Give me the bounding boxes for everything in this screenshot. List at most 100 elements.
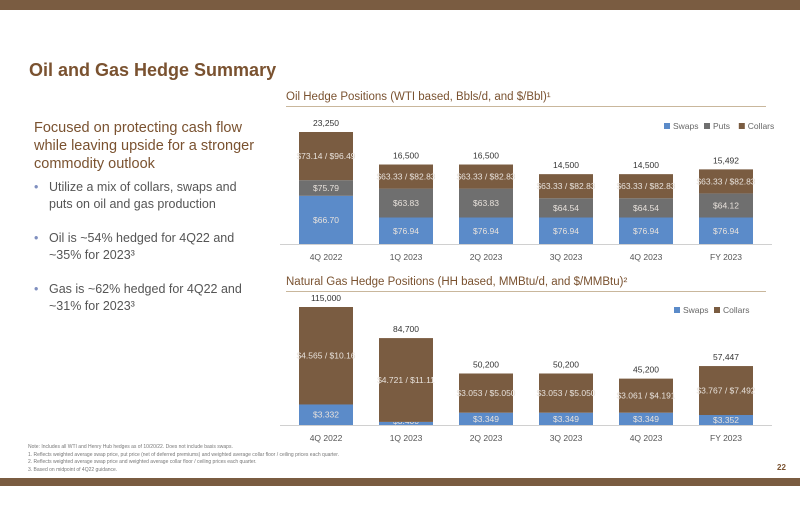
bullet-item: • Utilize a mix of collars, swaps and put… bbox=[34, 179, 259, 213]
footnotes: Note: Includes all WTI and Henry Hub hed… bbox=[28, 444, 339, 474]
gas-bar-collars bbox=[459, 373, 513, 413]
gas-bar-swaps bbox=[619, 412, 673, 425]
gas-bar-swaps bbox=[299, 404, 353, 425]
oil-bar-swaps bbox=[619, 217, 673, 244]
oil-data-label: $73.14 / $96.49 bbox=[296, 151, 355, 161]
gas-data-label: $4.565 / $10.16 bbox=[296, 351, 355, 361]
oil-bar-collars bbox=[299, 132, 353, 181]
oil-bar-collars bbox=[379, 164, 433, 189]
gas-bar-collars bbox=[619, 378, 673, 413]
oil-data-label: $76.94 bbox=[713, 226, 739, 236]
gas-data-label: $3.053 / $5.050 bbox=[536, 388, 595, 398]
gas-bar-swaps bbox=[699, 414, 753, 425]
bullet-text: Oil is ~54% hedged for 4Q22 and ~35% for… bbox=[49, 231, 235, 262]
gas-bar-collars bbox=[299, 307, 353, 405]
bullet-text: Utilize a mix of collars, swaps and puts… bbox=[49, 180, 237, 211]
top-accent-bar bbox=[0, 0, 800, 10]
gas-bar-swaps bbox=[539, 412, 593, 425]
gas-data-label: $3.332 bbox=[313, 410, 339, 420]
oil-bar-puts bbox=[619, 198, 673, 218]
gas-total-label: 57,447 bbox=[713, 352, 739, 362]
gas-x-tick-label: FY 2023 bbox=[710, 433, 742, 443]
gas-x-tick-label: 3Q 2023 bbox=[550, 433, 583, 443]
oil-legend-swatch-swaps bbox=[664, 123, 670, 129]
oil-bar-puts bbox=[699, 193, 753, 218]
bullet-dot-icon: • bbox=[34, 180, 39, 194]
oil-x-tick-label: 4Q 2023 bbox=[630, 252, 663, 262]
oil-legend-swatch-puts bbox=[704, 123, 710, 129]
gas-total-label: 45,200 bbox=[633, 365, 659, 375]
gas-legend-swatch-swaps bbox=[674, 307, 680, 313]
gas-bar-swaps bbox=[459, 412, 513, 425]
oil-data-label: $63.33 / $82.83 bbox=[616, 181, 675, 191]
oil-data-label: $63.83 bbox=[473, 198, 499, 208]
gas-x-tick-label: 4Q 2022 bbox=[310, 433, 343, 443]
oil-data-label: $63.33 / $82.83 bbox=[696, 176, 755, 186]
oil-data-label: $63.33 / $82.83 bbox=[376, 172, 435, 182]
gas-bar-swaps bbox=[379, 421, 433, 425]
oil-bar-collars bbox=[459, 164, 513, 189]
oil-legend-label-swaps: Swaps bbox=[673, 121, 699, 131]
bullet-dot-icon: • bbox=[34, 231, 39, 245]
gas-data-label: $3.352 bbox=[713, 415, 739, 425]
gas-x-tick-label: 4Q 2023 bbox=[630, 433, 663, 443]
oil-x-tick-label: 2Q 2023 bbox=[470, 252, 503, 262]
gas-x-tick-label: 2Q 2023 bbox=[470, 433, 503, 443]
oil-x-tick-label: FY 2023 bbox=[710, 252, 742, 262]
oil-x-tick-label: 1Q 2023 bbox=[390, 252, 423, 262]
oil-legend-label-puts: Puts bbox=[713, 121, 730, 131]
bullet-dot-icon: • bbox=[34, 282, 39, 296]
oil-total-label: 23,250 bbox=[313, 118, 339, 128]
bottom-accent-bar bbox=[0, 478, 800, 486]
oil-chart-divider bbox=[286, 106, 766, 107]
gas-total-label: 84,700 bbox=[393, 324, 419, 334]
oil-bar-collars bbox=[619, 174, 673, 199]
footnote: 1. Reflects weighted average swap price,… bbox=[28, 451, 339, 458]
gas-data-label: $3.767 / $7.492 bbox=[696, 386, 755, 396]
oil-data-label: $75.79 bbox=[313, 183, 339, 193]
oil-data-label: $63.33 / $82.83 bbox=[536, 181, 595, 191]
oil-bar-collars bbox=[539, 174, 593, 199]
gas-hedge-chart: Swaps Collars $3.332 $4.565 / $10.16 115,000… bbox=[280, 293, 772, 443]
footnote: 2. Reflects weighted average swap price … bbox=[28, 459, 257, 466]
oil-hedge-chart: Swaps Puts Collars $66.70 $75.79 $73.14 / $96… bbox=[280, 118, 774, 262]
bullet-item: • Oil is ~54% hedged for 4Q22 and ~35% fo… bbox=[34, 230, 259, 264]
gas-legend-swatch-collars bbox=[714, 307, 720, 313]
oil-bar-swaps bbox=[539, 217, 593, 244]
bullet-item: • Gas is ~62% hedged for 4Q22 and ~31% fo… bbox=[34, 281, 259, 315]
gas-chart-divider bbox=[286, 291, 766, 292]
gas-total-label: 50,200 bbox=[473, 359, 499, 369]
oil-data-label: $76.94 bbox=[473, 226, 499, 236]
gas-bar-collars bbox=[699, 366, 753, 415]
oil-data-label: $64.12 bbox=[713, 200, 739, 210]
oil-data-label: $76.94 bbox=[393, 226, 419, 236]
oil-x-tick-label: 3Q 2023 bbox=[550, 252, 583, 262]
oil-total-label: 16,500 bbox=[393, 151, 419, 161]
gas-data-label: $3.349 bbox=[633, 414, 659, 424]
oil-total-label: 15,492 bbox=[713, 155, 739, 165]
oil-data-label: $63.83 bbox=[393, 198, 419, 208]
gas-legend-label-swaps: Swaps bbox=[683, 305, 709, 315]
oil-data-label: $63.33 / $82.83 bbox=[456, 172, 515, 182]
oil-bar-swaps bbox=[299, 195, 353, 244]
oil-legend-label-collars: Collars bbox=[748, 121, 774, 131]
oil-data-label: $76.94 bbox=[553, 226, 579, 236]
page-title: Oil and Gas Hedge Summary bbox=[29, 60, 277, 80]
oil-x-tick-label: 4Q 2022 bbox=[310, 252, 343, 262]
oil-legend-swatch-collars bbox=[738, 123, 745, 129]
subheading: Focused on protecting cash flow while le… bbox=[34, 120, 255, 172]
gas-data-label: $3.053 / $5.050 bbox=[456, 388, 515, 398]
oil-bar-puts bbox=[379, 188, 433, 218]
gas-bar-collars bbox=[539, 373, 593, 413]
oil-data-label: $64.54 bbox=[553, 203, 579, 213]
oil-total-label: 14,500 bbox=[633, 160, 659, 170]
footnote: Note: Includes all WTI and Henry Hub hed… bbox=[28, 444, 233, 450]
oil-total-label: 14,500 bbox=[553, 160, 579, 170]
footnote: 3. Based on midpoint of 4Q22 guidance. bbox=[28, 466, 118, 473]
oil-bar-swaps bbox=[699, 217, 753, 244]
gas-data-label: $3.349 bbox=[553, 414, 579, 424]
oil-bar-puts bbox=[539, 198, 593, 218]
gas-data-label: $4.721 / $11.11 bbox=[377, 375, 435, 385]
oil-total-label: 16,500 bbox=[473, 151, 499, 161]
gas-total-label: 115,000 bbox=[311, 293, 341, 303]
